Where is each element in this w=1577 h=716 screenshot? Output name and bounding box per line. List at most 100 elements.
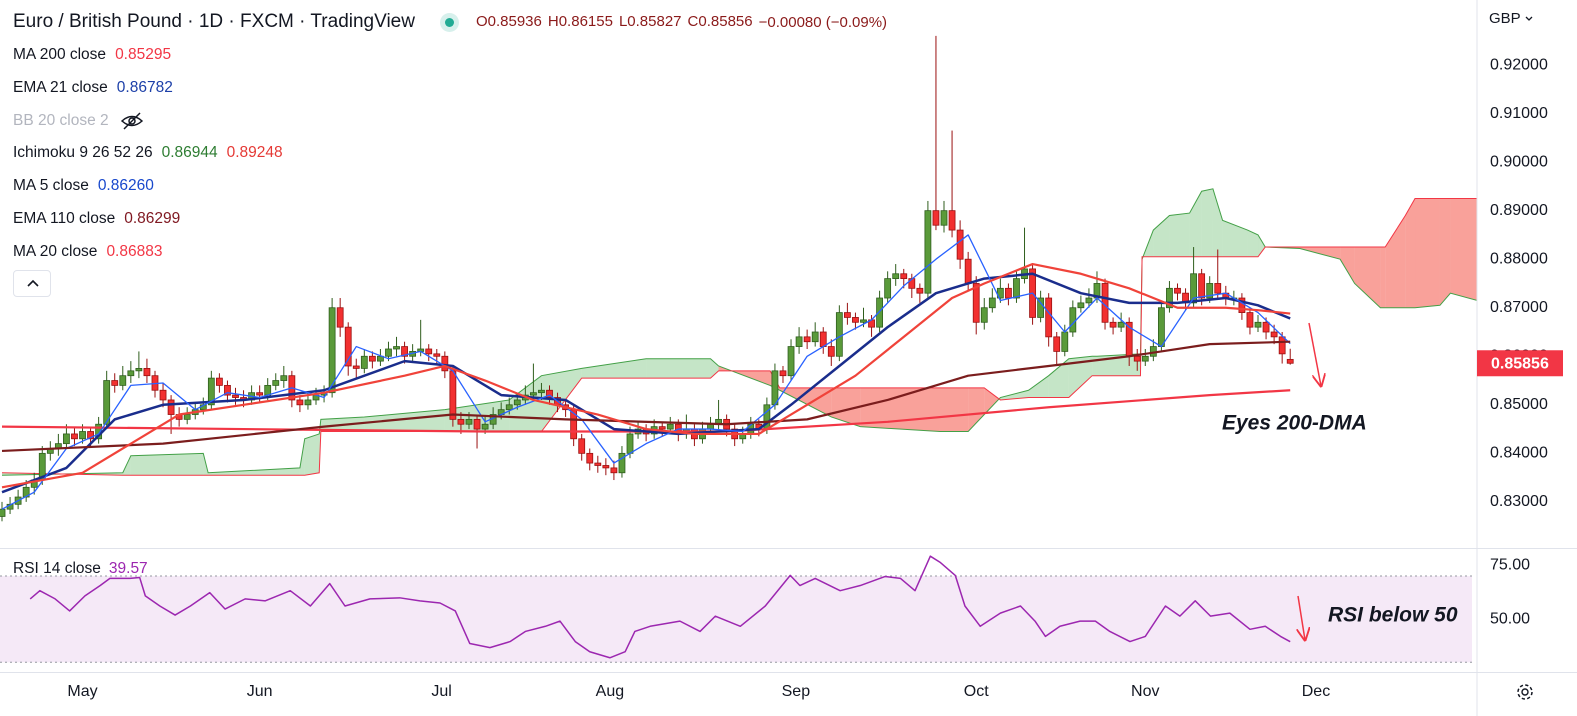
candle (843, 302, 851, 325)
rsi-pane (0, 555, 1472, 663)
candle-body (908, 278, 916, 289)
candle (119, 365, 127, 391)
candle (159, 382, 167, 408)
ohlc-value: 0.85827 (627, 13, 682, 30)
ohlc-value: 0.86155 (558, 13, 613, 30)
candle (972, 276, 980, 335)
rsi-tick-label: 75.00 (1490, 556, 1530, 573)
candle (948, 130, 956, 238)
candle-body (264, 384, 272, 396)
candle (1214, 249, 1222, 299)
y-tick-label: 0.90000 (1490, 153, 1548, 170)
candle-body (1013, 278, 1020, 299)
indicator-row: MA 20 close 0.86883 (13, 239, 162, 265)
candle (1166, 281, 1173, 313)
ichimoku-cloud (1354, 247, 1381, 308)
candle-body (1069, 307, 1077, 333)
collapse-legend-button[interactable] (13, 270, 51, 297)
y-tick-label: 0.92000 (1490, 56, 1548, 73)
candle (956, 220, 964, 269)
candle-body (1206, 283, 1214, 299)
candle (1077, 295, 1085, 313)
candle-body (1077, 302, 1085, 309)
ohlc-label: C (687, 13, 699, 30)
rsi-line (29, 555, 1291, 659)
candle-body (852, 317, 859, 323)
candle (1174, 283, 1181, 301)
candle-body (71, 433, 78, 440)
candle-body (843, 312, 851, 318)
symbol-title[interactable]: Euro / British Pound · 1D · FXCM · Tradi… (13, 11, 415, 32)
candle (916, 283, 924, 303)
candle (1278, 332, 1286, 364)
candle-body (827, 346, 835, 357)
candle-body (1214, 283, 1222, 294)
candle-body (1037, 297, 1045, 318)
settings-gear[interactable] (1517, 684, 1533, 700)
candle-body (819, 331, 827, 347)
candle (1045, 293, 1053, 347)
candle (336, 298, 344, 337)
candle-body (578, 438, 586, 454)
indicator-name: Ichimoku 9 26 52 26 (13, 144, 153, 162)
hidden-icon[interactable] (119, 111, 145, 131)
candle-body (835, 312, 843, 357)
ichimoku-cloud (710, 358, 719, 379)
indicator-row: MA 5 close 0.86260 (13, 173, 154, 199)
indicator-name: MA 200 close (13, 46, 107, 63)
candle-body (602, 465, 610, 469)
candle (1109, 317, 1117, 335)
indicator-name: MA 5 close (13, 177, 89, 195)
candle-body (505, 404, 513, 411)
candle (795, 327, 803, 354)
candle (135, 351, 143, 379)
market-status (444, 17, 454, 27)
annotation: RSI below 50 (1328, 604, 1458, 627)
candle-body (368, 355, 376, 362)
candle-body (183, 414, 191, 420)
candle-body (948, 210, 956, 231)
candle (224, 380, 231, 403)
candle-body (280, 375, 288, 381)
candle-body (336, 307, 344, 328)
candle-body (1198, 273, 1206, 299)
candle-body (666, 423, 674, 430)
currency[interactable]: GBP (1489, 10, 1521, 27)
candle-body (1085, 297, 1093, 304)
ohlc-item: C0.85856 (688, 13, 753, 30)
y-tick-label: 0.88000 (1490, 250, 1548, 267)
annotation: Eyes 200-DMA (1222, 412, 1367, 435)
candle-body (207, 377, 215, 406)
ichimoku-cloud (1169, 213, 1190, 257)
ohlc-readout: O0.85936 H0.86155 L0.85827 C0.85856 (476, 13, 759, 31)
candle (594, 455, 602, 473)
candle-body (1133, 355, 1141, 362)
ichimoku-cloud (1068, 356, 1093, 398)
candle-body (103, 380, 111, 425)
candle-body (135, 368, 143, 372)
rsi-tick-label: 50.00 (1490, 610, 1530, 627)
ohlc-value: 0.85856 (698, 13, 753, 30)
ichimoku-cloud (1258, 234, 1266, 257)
candle-body (344, 326, 352, 367)
candle-body (658, 426, 666, 430)
candle (658, 421, 666, 437)
candle (54, 433, 62, 456)
candle (1005, 283, 1012, 306)
candle-body (626, 433, 634, 454)
candle-body (1190, 273, 1197, 304)
indicator-line (1, 340, 1291, 453)
candle (328, 298, 336, 398)
candle-body (256, 392, 264, 396)
candle (602, 458, 610, 476)
candle (46, 441, 54, 461)
candle (578, 433, 586, 461)
symbol-header: Euro / British Pound · 1D · FXCM · Tradi… (13, 8, 893, 36)
ohlc-item: H0.86155 (548, 13, 613, 30)
last-price-tag (1477, 350, 1563, 377)
indicator-line (1, 262, 1291, 489)
indicator-value: 0.86883 (106, 242, 163, 260)
candle-body (1005, 287, 1012, 299)
candle (1133, 348, 1141, 371)
